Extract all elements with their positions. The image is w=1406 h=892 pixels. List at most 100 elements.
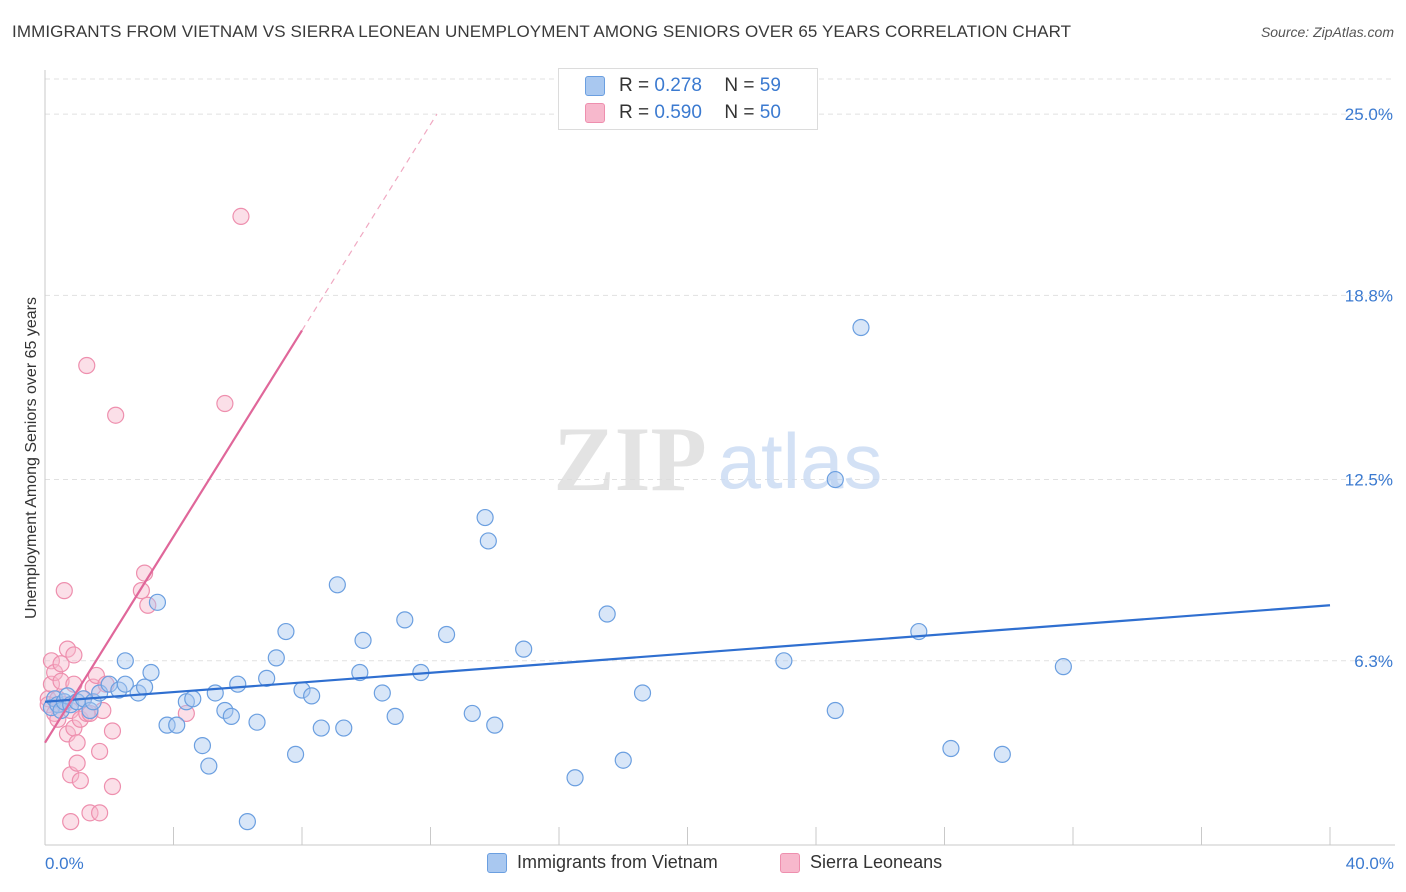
sierra-point [68, 754, 86, 772]
sierra-point [139, 596, 157, 614]
vietnam-point [148, 593, 167, 611]
sierra-trend-extension [301, 113, 438, 331]
sierra-point [52, 672, 70, 690]
vietnam-point [373, 684, 391, 702]
bottom-legend-sierra: Sierra Leoneans [780, 852, 942, 873]
vietnam-point [476, 508, 494, 527]
vietnam-point [335, 719, 353, 737]
vietnam-point [993, 745, 1011, 763]
vietnam-point [248, 713, 266, 731]
x-tick-label-min: 0.0% [45, 854, 84, 873]
sierra-point [91, 804, 109, 822]
sierra-point [216, 394, 234, 413]
vietnam-points [42, 318, 1072, 831]
vietnam-point [566, 769, 584, 787]
sierra-point [52, 655, 70, 673]
vietnam-point [852, 318, 870, 337]
sierra-point [58, 640, 77, 658]
vietnam-point [486, 716, 504, 734]
vietnam-point [267, 649, 285, 667]
vietnam-point [81, 701, 99, 720]
y-axis-label: Unemployment Among Seniors over 65 years [23, 297, 40, 619]
legend-r-label: R = [619, 75, 650, 96]
sierra-point [62, 813, 80, 831]
axes [44, 70, 1395, 846]
vietnam-point [277, 622, 295, 641]
vietnam-point [216, 701, 234, 720]
vietnam-point [158, 716, 176, 734]
sierra-point [94, 701, 112, 720]
y-tick-labels: 6.3% 12.5% 18.8% 25.0% [1345, 105, 1393, 671]
bottom-legend-swatch-sierra [780, 852, 800, 873]
legend-row-vietnam: R = 0.278 N = 59 [585, 73, 781, 99]
vietnam-point [463, 704, 481, 723]
sierra-leoneans-points [39, 207, 250, 831]
vietnam-point [116, 675, 134, 693]
vietnam-point [479, 532, 497, 550]
sierra-point [177, 704, 195, 723]
legend-swatch-vietnam [585, 76, 605, 96]
vietnam-point [942, 739, 960, 758]
vietnam-point [1054, 658, 1072, 676]
watermark-zip: ZIP [553, 408, 706, 510]
vietnam-point [396, 611, 414, 629]
y-tick-label: 18.8% [1345, 286, 1393, 305]
sierra-point [46, 663, 64, 682]
sierra-point [71, 710, 89, 728]
vietnam-point [312, 719, 330, 737]
vietnam-point [826, 701, 844, 720]
vietnam-point [775, 652, 793, 670]
vietnam-point [222, 707, 240, 725]
sierra-point [71, 772, 89, 790]
vietnam-point [303, 687, 321, 705]
vietnam-point [168, 716, 186, 734]
vietnam-point [129, 684, 147, 702]
x-tick-marks [44, 827, 1331, 845]
vietnam-point [142, 663, 160, 682]
x-tick-label-max: 40.0% [1346, 854, 1394, 873]
vietnam-point [116, 652, 134, 670]
legend-row-sierra: R = 0.590 N = 50 [585, 100, 781, 126]
sierra-point [103, 777, 122, 796]
sierra-point [65, 646, 83, 664]
legend-r-value: 0.590 [654, 102, 702, 123]
vietnam-point [229, 675, 247, 693]
sierra-point [58, 725, 77, 743]
vietnam-point [110, 681, 128, 699]
vietnam-point [184, 690, 202, 708]
vietnam-point [354, 631, 372, 649]
bottom-legend-label-sierra: Sierra Leoneans [810, 852, 943, 872]
vietnam-point [135, 678, 154, 696]
sierra-point [107, 406, 125, 424]
vietnam-point [351, 663, 369, 682]
vietnam-point [286, 745, 305, 763]
source-credit: Source: ZipAtlas.com [1260, 24, 1394, 40]
vietnam-point [258, 669, 276, 687]
y-tick-label: 6.3% [1354, 652, 1393, 671]
vietnam-point [437, 625, 456, 644]
legend-r-label: R = [619, 102, 650, 123]
sierra-point [81, 804, 99, 822]
sierra-point [68, 734, 86, 752]
legend-n-value: 50 [759, 102, 781, 123]
legend-n-label: N = [724, 75, 755, 96]
vietnam-point [200, 757, 218, 775]
bottom-legend-label-vietnam: Immigrants from Vietnam [517, 852, 718, 872]
y-tick-label: 12.5% [1345, 471, 1393, 490]
vietnam-point [193, 736, 212, 755]
bottom-legend-swatch-vietnam [487, 852, 507, 873]
legend-n-label: N = [724, 102, 755, 123]
bottom-legend-vietnam: Immigrants from Vietnam [487, 852, 718, 873]
vietnam-point [328, 576, 346, 594]
vietnam-point [826, 470, 844, 489]
vietnam-point [515, 640, 533, 658]
legend-swatch-sierra [585, 103, 605, 123]
sierra-point [91, 742, 109, 761]
legend: R = 0.278 N = 59 R = 0.590 N = 50 [558, 68, 818, 130]
sierra-point [232, 207, 250, 226]
watermark-atlas: atlas [718, 417, 883, 505]
sierra-point [65, 719, 83, 737]
chart-title: IMMIGRANTS FROM VIETNAM VS SIERRA LEONEA… [12, 22, 1072, 41]
vietnam-point [598, 605, 616, 623]
